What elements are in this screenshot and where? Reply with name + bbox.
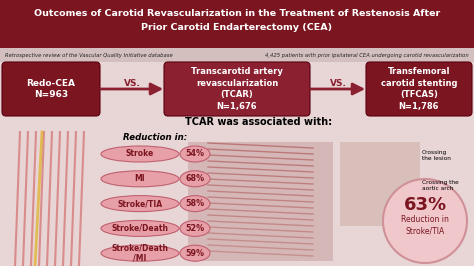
- Text: Stroke/Death
/MI: Stroke/Death /MI: [111, 243, 168, 263]
- Text: VS.: VS.: [329, 78, 346, 88]
- Ellipse shape: [101, 146, 179, 162]
- Ellipse shape: [101, 196, 179, 211]
- Text: 52%: 52%: [185, 224, 205, 233]
- Text: 63%: 63%: [403, 196, 447, 214]
- Text: 54%: 54%: [185, 149, 204, 159]
- Text: Stroke: Stroke: [126, 149, 154, 159]
- Text: Redo-CEA
N=963: Redo-CEA N=963: [27, 79, 75, 99]
- FancyBboxPatch shape: [0, 0, 474, 48]
- FancyBboxPatch shape: [164, 62, 310, 116]
- Text: 58%: 58%: [185, 199, 205, 208]
- Text: 59%: 59%: [185, 249, 204, 258]
- Text: Stroke/TIA: Stroke/TIA: [118, 199, 163, 208]
- Text: Stroke/Death: Stroke/Death: [111, 224, 168, 233]
- Ellipse shape: [101, 245, 179, 261]
- Text: 68%: 68%: [185, 174, 205, 183]
- Ellipse shape: [180, 196, 210, 211]
- Text: Crossing
the lesion: Crossing the lesion: [422, 150, 451, 161]
- Text: 4,425 patients with prior ipsilateral CEA undergoing carotid revascularization: 4,425 patients with prior ipsilateral CE…: [265, 52, 469, 57]
- Text: TCAR was associated with:: TCAR was associated with:: [185, 117, 332, 127]
- Ellipse shape: [180, 245, 210, 261]
- Text: Retrospective review of the Vascular Quality Initiative database: Retrospective review of the Vascular Qua…: [5, 52, 173, 57]
- FancyBboxPatch shape: [188, 142, 333, 261]
- Text: Transcarotid artery
revascularization
(TCAR)
N=1,676: Transcarotid artery revascularization (T…: [191, 67, 283, 111]
- Ellipse shape: [101, 171, 179, 187]
- Text: MI: MI: [135, 174, 146, 183]
- FancyBboxPatch shape: [2, 62, 100, 116]
- Circle shape: [383, 179, 467, 263]
- Ellipse shape: [180, 146, 210, 162]
- FancyBboxPatch shape: [0, 112, 474, 266]
- FancyBboxPatch shape: [340, 142, 420, 226]
- Text: Crossing the
aortic arch: Crossing the aortic arch: [422, 180, 459, 191]
- Text: Reduction in:: Reduction in:: [123, 132, 187, 142]
- Text: Stroke/TIA: Stroke/TIA: [405, 227, 445, 235]
- FancyBboxPatch shape: [0, 48, 474, 62]
- Ellipse shape: [180, 221, 210, 236]
- Text: Transfemoral
carotid stenting
(TFCAS)
N=1,786: Transfemoral carotid stenting (TFCAS) N=…: [381, 67, 457, 111]
- Ellipse shape: [101, 221, 179, 236]
- FancyBboxPatch shape: [366, 62, 472, 116]
- Ellipse shape: [180, 171, 210, 187]
- Text: Reduction in: Reduction in: [401, 214, 449, 223]
- Text: Prior Carotid Endarterectomy (CEA): Prior Carotid Endarterectomy (CEA): [141, 23, 333, 32]
- Text: Outcomes of Carotid Revascularization in the Treatment of Restenosis After: Outcomes of Carotid Revascularization in…: [34, 10, 440, 19]
- Text: VS.: VS.: [124, 78, 140, 88]
